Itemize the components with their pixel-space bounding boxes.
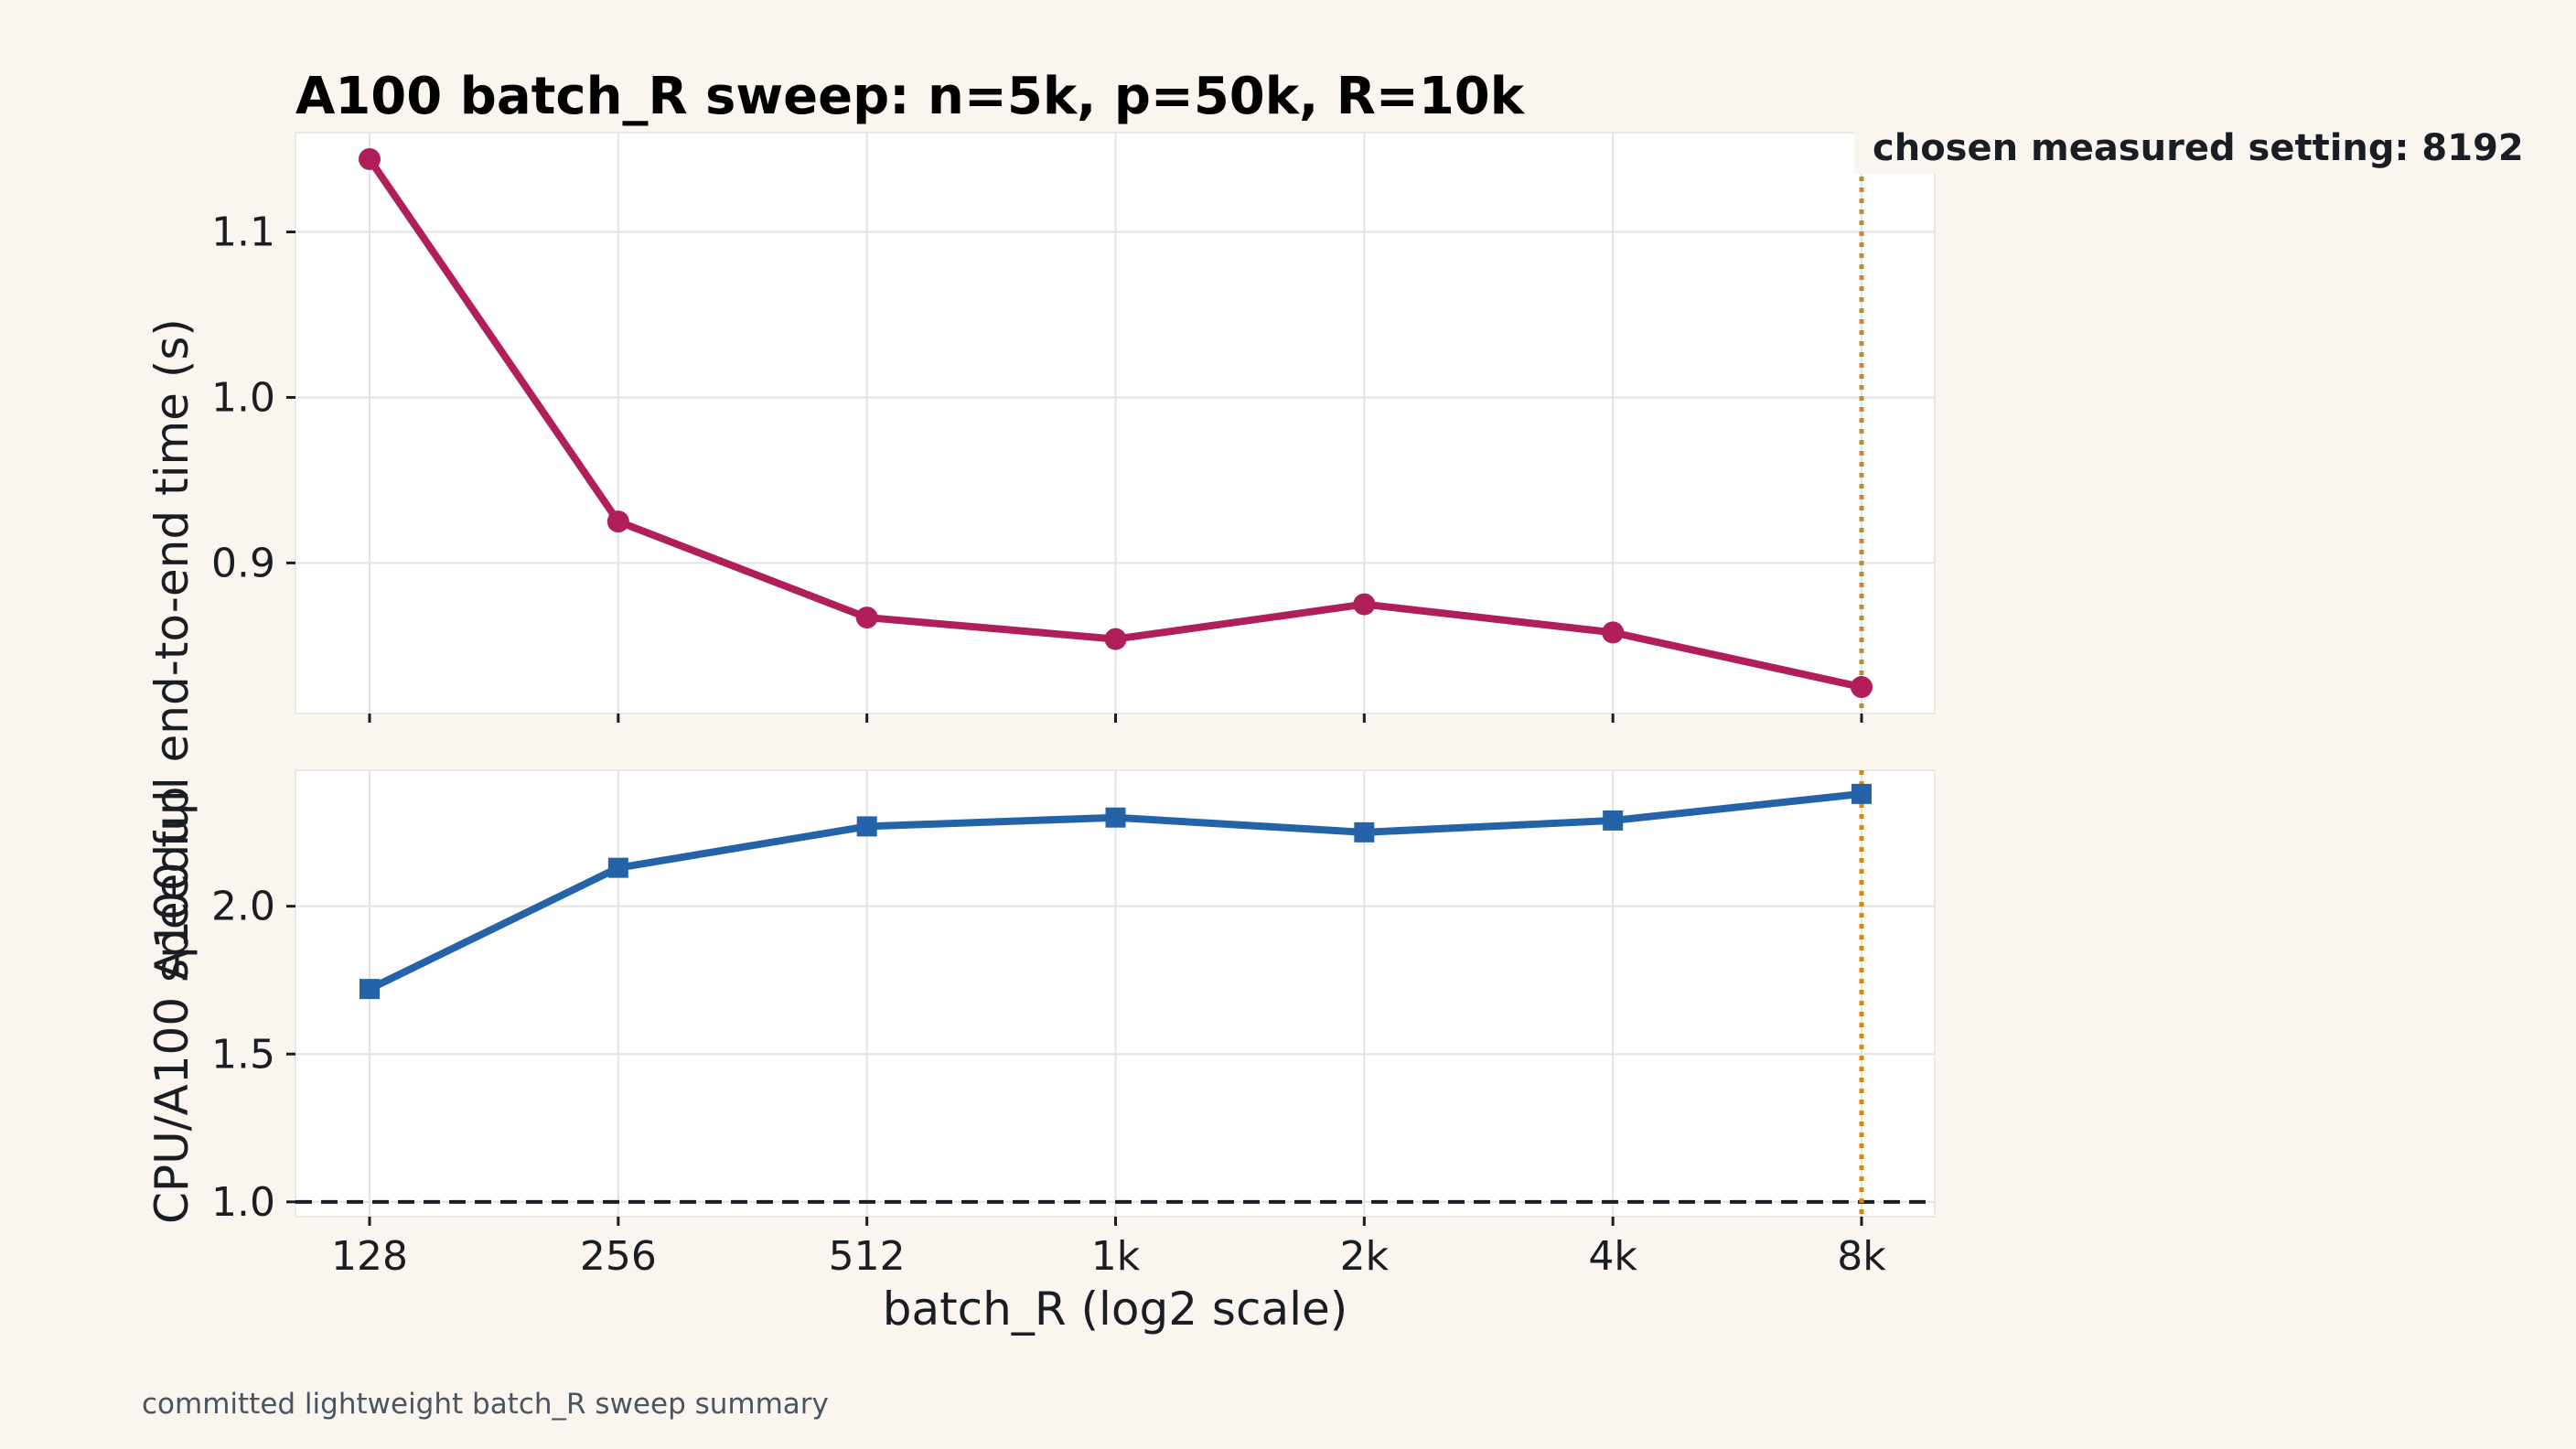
speedup-ytick-label-1-0: 1.0 <box>211 1179 275 1226</box>
annotation-label: chosen measured setting: 8192 <box>1873 127 2524 169</box>
speedup-x-ticks: 128 256 512 1k 2k 4k 8k <box>331 1217 1886 1280</box>
time-point-2k <box>1353 593 1376 616</box>
x-axis-label: batch_R (log2 scale) <box>883 1283 1348 1336</box>
speedup-point-256 <box>607 857 628 878</box>
chart-marks <box>295 133 1935 1217</box>
time-point-1k <box>1104 628 1127 650</box>
speedup-point-128 <box>360 979 380 1000</box>
time-ytick-label-1-0: 1.0 <box>211 374 275 421</box>
speedup-panel: 1.0 1.5 2.0 128 256 512 1k 2k 4k 8k <box>211 769 1936 1280</box>
time-ytick-label-0-9: 0.9 <box>211 540 275 586</box>
time-panel: 0.9 1.0 1.1 <box>211 132 1936 723</box>
time-y-ticks: 0.9 1.0 1.1 <box>211 209 295 586</box>
time-point-512 <box>855 606 878 629</box>
x-tick-label-2k: 2k <box>1340 1233 1390 1280</box>
y-axis-label-speedup: CPU/A100 speedup <box>145 786 199 1224</box>
speedup-point-4k <box>1603 810 1624 831</box>
speedup-ytick-label-2-0: 2.0 <box>211 884 275 930</box>
speedup-point-2k <box>1354 821 1375 843</box>
y-axis-label-time: A100 full end-to-end time (s) <box>145 318 199 981</box>
x-tick-label-512: 512 <box>829 1233 906 1280</box>
x-tick-label-8k: 8k <box>1837 1233 1886 1280</box>
speedup-ytick-label-1-5: 1.5 <box>211 1031 275 1078</box>
chart-title: A100 batch_R sweep: n=5k, p=50k, R=10k <box>295 67 1526 126</box>
footer-caption: committed lightweight batch_R sweep summ… <box>142 1388 829 1421</box>
time-x-ticks <box>368 714 1863 723</box>
speedup-point-512 <box>856 816 877 837</box>
x-tick-label-4k: 4k <box>1588 1233 1637 1280</box>
speedup-y-ticks: 1.0 1.5 2.0 <box>211 884 295 1226</box>
time-ytick-label-1-1: 1.1 <box>211 209 275 256</box>
time-point-128 <box>359 147 381 170</box>
speedup-point-1k <box>1105 807 1126 828</box>
x-tick-label-128: 128 <box>331 1233 408 1280</box>
time-point-8k <box>1851 676 1873 699</box>
time-point-4k <box>1602 621 1625 644</box>
x-tick-label-256: 256 <box>580 1233 657 1280</box>
x-tick-label-1k: 1k <box>1091 1233 1141 1280</box>
time-point-256 <box>606 510 629 533</box>
speedup-point-8k <box>1852 783 1872 804</box>
annotation-box <box>1854 123 2531 174</box>
